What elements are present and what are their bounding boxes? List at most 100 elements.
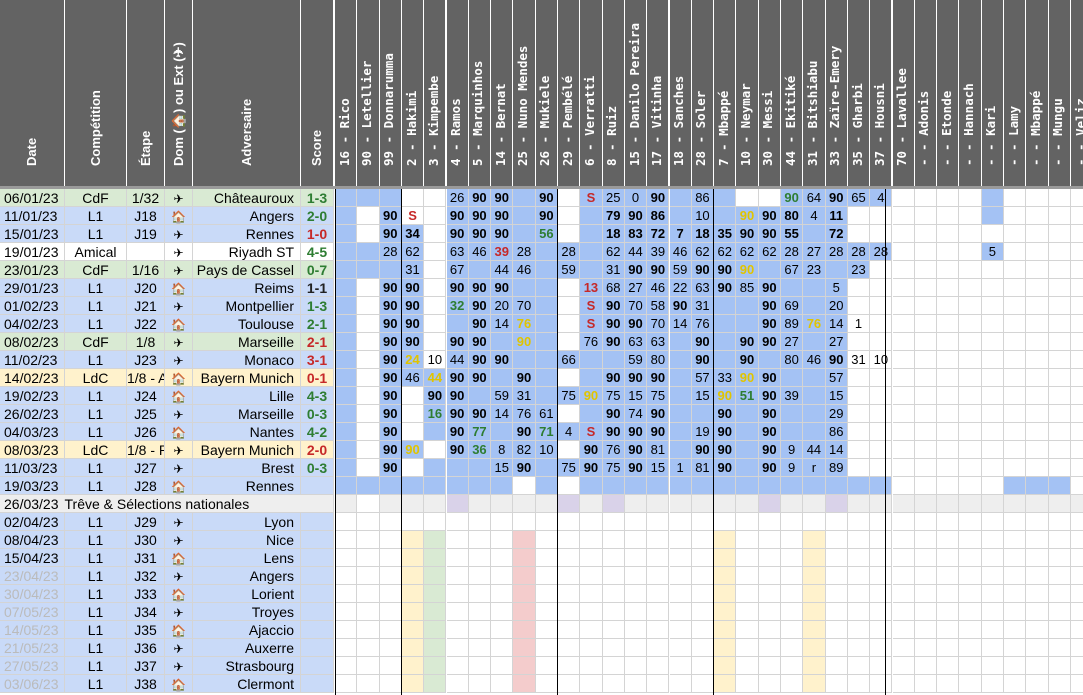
match-cell-opponent[interactable]: Monaco	[193, 351, 301, 369]
player-header[interactable]: 29 - Pembélé	[558, 0, 581, 186]
match-cell-opponent[interactable]: Rennes	[193, 225, 301, 243]
header-4[interactable]: Adversaire	[193, 0, 301, 186]
player-header[interactable]: 5 - Marquinhos	[468, 0, 492, 186]
player-header-label: - - Hannach	[961, 83, 977, 166]
player-header[interactable]: 44 - Ekitiké	[781, 0, 804, 186]
match-cell-opponent[interactable]: Troyes	[193, 603, 301, 621]
player-header[interactable]: 99 - Donnarumma	[379, 0, 402, 186]
match-cell-opponent[interactable]: Riyadh ST	[193, 243, 301, 261]
player-header[interactable]: 17 - Vitinha	[647, 0, 670, 186]
player-header[interactable]: - - Hannach	[959, 0, 982, 186]
header-0[interactable]: Date	[0, 0, 65, 186]
match-cell-score	[301, 657, 334, 675]
player-cell	[870, 369, 893, 387]
player-name: Bitshiabu	[804, 60, 820, 129]
match-cell-opponent[interactable]: Auxerre	[193, 639, 301, 657]
player-cell: 65	[847, 189, 871, 207]
player-header[interactable]: - - Veliz	[1070, 0, 1083, 186]
player-header[interactable]: 25 - Nuno Mendes	[513, 0, 536, 186]
player-cell: 90	[758, 459, 781, 477]
match-cell-venue: ✈	[165, 657, 193, 675]
player-header[interactable]: 70 - Lavallee	[892, 0, 915, 186]
player-header[interactable]: - - Etonde	[937, 0, 960, 186]
header-5[interactable]: Score	[301, 0, 334, 186]
player-header[interactable]: 35 - Gharbi	[847, 0, 871, 186]
player-cell	[513, 189, 536, 207]
player-cell: 18	[602, 225, 625, 243]
player-header[interactable]: 90 - Letellier	[357, 0, 380, 186]
header-3[interactable]: Dom (🏠) ou Ext (✈)	[165, 0, 193, 186]
player-header[interactable]: 8 - Ruiz	[602, 0, 625, 186]
player-cell	[803, 369, 826, 387]
match-cell-opponent[interactable]: Lille	[193, 387, 301, 405]
player-header[interactable]: 2 - Hakimi	[401, 0, 425, 186]
match-cell-opponent[interactable]: Marseille	[193, 405, 301, 423]
player-header[interactable]: 33 - Zaïre-Emery	[825, 0, 848, 186]
player-header[interactable]: 18 - Sanches	[669, 0, 692, 186]
match-cell-opponent[interactable]: Montpellier	[193, 297, 301, 315]
player-header[interactable]: 16 - Rico	[335, 0, 358, 186]
player-minutes: 90	[739, 352, 755, 367]
player-header[interactable]: 10 - Neymar	[736, 0, 759, 186]
player-header[interactable]: - - Lamy	[1004, 0, 1027, 186]
match-competition: L1	[87, 298, 104, 314]
player-header[interactable]: 31 - Bitshiabu	[803, 0, 826, 186]
match-cell-opponent[interactable]: Angers	[193, 207, 301, 225]
player-header[interactable]: 28 - Soler	[691, 0, 715, 186]
match-cell-opponent[interactable]: Strasbourg	[193, 657, 301, 675]
player-header[interactable]: - - Mungu	[1048, 0, 1071, 186]
player-header-label: - - Etonde	[939, 91, 954, 166]
match-cell-opponent[interactable]: Lens	[193, 549, 301, 567]
match-cell-opponent[interactable]: Toulouse	[193, 315, 301, 333]
player-header[interactable]: 15 - Danilo Pereira	[624, 0, 648, 186]
match-cell-date: 26/02/23	[0, 405, 65, 423]
player-header[interactable]: 4 - Ramos	[446, 0, 469, 186]
match-cell-opponent[interactable]: Nantes	[193, 423, 301, 441]
match-date: 23/01/23	[4, 262, 59, 278]
match-cell-opponent[interactable]: Marseille	[193, 333, 301, 351]
player-cell	[847, 369, 871, 387]
player-cell: 90	[379, 297, 402, 315]
match-cell-opponent[interactable]: Châteauroux	[193, 189, 301, 207]
match-cell-opponent[interactable]: Ajaccio	[193, 621, 301, 639]
match-date: 08/04/23	[4, 532, 59, 548]
match-cell-opponent[interactable]: Reims	[193, 279, 301, 297]
player-cell	[1004, 261, 1027, 279]
player-header[interactable]: 14 - Bernat	[491, 0, 514, 186]
player-cell	[914, 657, 938, 675]
player-cell	[1070, 261, 1083, 279]
match-competition: L1	[87, 208, 104, 224]
player-cell: 23	[847, 261, 871, 279]
player-header[interactable]: 30 - Messi	[758, 0, 781, 186]
match-cell-opponent[interactable]: Bayern Munich	[193, 441, 301, 459]
player-header[interactable]: - - Kari	[981, 0, 1004, 186]
player-number: -	[961, 158, 977, 166]
match-cell-opponent[interactable]: Nice	[193, 531, 301, 549]
player-header[interactable]: 6 - Verratti	[580, 0, 603, 186]
player-minutes: 82	[516, 442, 532, 457]
match-cell-score	[301, 549, 334, 567]
player-cell	[446, 315, 469, 333]
match-cell-opponent[interactable]: Lorient	[193, 585, 301, 603]
player-header[interactable]: 26 - Mukiele	[535, 0, 558, 186]
match-cell-opponent[interactable]: Rennes	[193, 477, 301, 495]
match-score: 0-3	[306, 406, 328, 422]
player-header[interactable]: 7 - Mbappé	[714, 0, 737, 186]
player-header[interactable]: - - Mbappé	[1026, 0, 1049, 186]
player-cell: 14	[491, 315, 514, 333]
match-cell-opponent[interactable]: Clermont	[193, 675, 301, 693]
player-cell	[580, 603, 603, 621]
match-cell-opponent[interactable]: Bayern Munich	[193, 369, 301, 387]
header-2[interactable]: Étape	[127, 0, 165, 186]
match-cell-opponent[interactable]: Angers	[193, 567, 301, 585]
match-cell-opponent[interactable]: Brest	[193, 459, 301, 477]
player-cell: 90	[647, 369, 670, 387]
player-header[interactable]: 37 - Housni	[870, 0, 893, 186]
player-minutes: 90	[829, 352, 844, 367]
header-1[interactable]: Compétition	[65, 0, 127, 186]
match-cell-opponent[interactable]: Pays de Cassel	[193, 261, 301, 279]
player-header[interactable]: 3 - Kimpembe	[424, 0, 447, 186]
match-cell-opponent[interactable]: Lyon	[193, 513, 301, 531]
player-header[interactable]: - - Adonis	[914, 0, 938, 186]
match-cell-etape: J27	[127, 459, 165, 477]
